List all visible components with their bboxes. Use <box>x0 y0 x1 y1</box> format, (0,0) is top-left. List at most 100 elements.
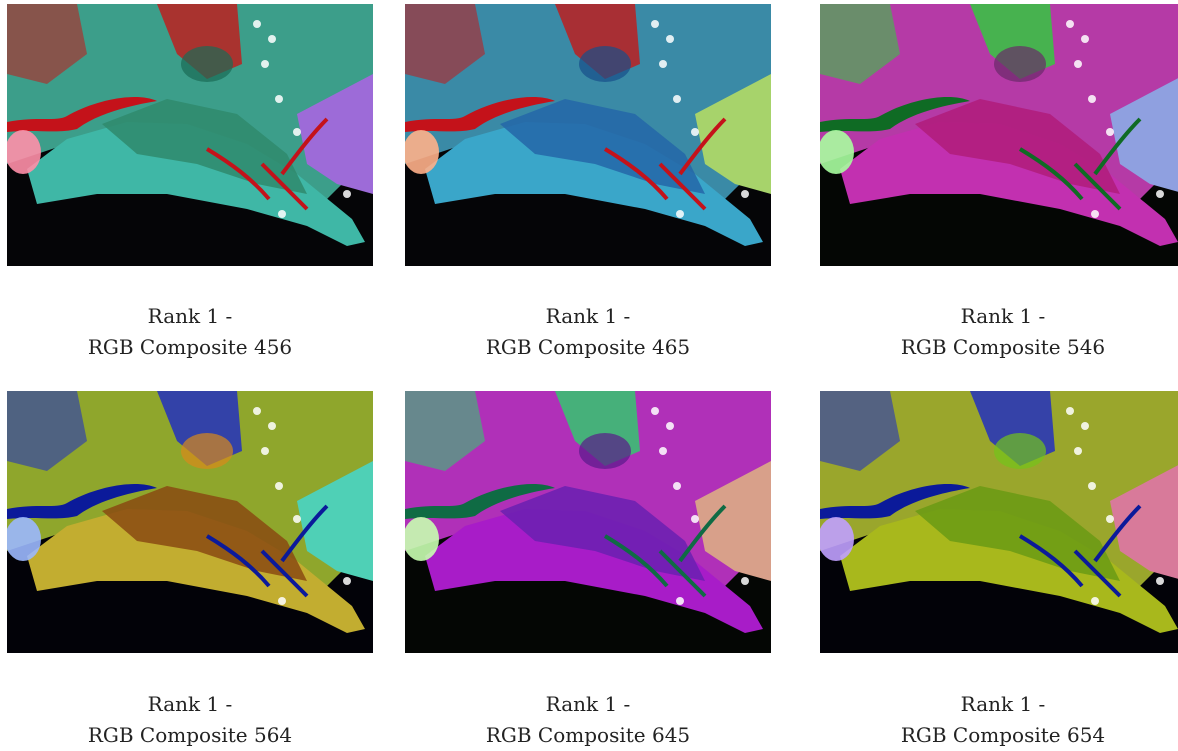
vegetation-patch <box>405 4 485 84</box>
cloud-spot <box>343 577 351 585</box>
satellite-image-654 <box>820 391 1178 653</box>
cloud-spot <box>1088 482 1096 490</box>
river-branches <box>205 504 329 598</box>
caption-546: Rank 1 - RGB Composite 546 <box>820 301 1178 363</box>
river-branches <box>1018 117 1142 211</box>
caption-line-rank: Rank 1 - <box>545 304 631 328</box>
cloud-spot <box>1156 577 1164 585</box>
lake-region <box>994 433 1046 469</box>
caption-line-composite: RGB Composite 564 <box>87 723 293 747</box>
cloud-spot <box>691 128 699 136</box>
caption-line-rank: Rank 1 - <box>545 692 631 716</box>
cloud-spot <box>741 577 749 585</box>
cloud-spot <box>1088 95 1096 103</box>
caption-line-rank: Rank 1 - <box>147 304 233 328</box>
cloud-spot <box>343 190 351 198</box>
cloud-spot <box>293 515 301 523</box>
cloud-spot <box>293 128 301 136</box>
cloud-spot <box>1081 422 1089 430</box>
panel-546: Rank 1 - RGB Composite 546 <box>820 4 1178 359</box>
river-channel <box>7 484 157 519</box>
caption-line-rank: Rank 1 - <box>147 692 233 716</box>
caption-line-composite: RGB Composite 456 <box>87 335 293 359</box>
river-channel <box>820 97 970 132</box>
lake-region <box>181 433 233 469</box>
vegetation-patch <box>7 391 87 471</box>
river-channel <box>405 97 555 132</box>
caption-line-rank: Rank 1 - <box>960 692 1046 716</box>
urban-region <box>695 74 771 194</box>
cloud-patch <box>7 517 41 561</box>
cloud-spot <box>741 190 749 198</box>
wetland-region <box>102 486 307 581</box>
caption-456: Rank 1 - RGB Composite 456 <box>7 301 373 363</box>
cloud-spot <box>691 515 699 523</box>
cloud-spot <box>659 447 667 455</box>
cloud-spot <box>673 482 681 490</box>
vegetation-patch <box>820 4 900 84</box>
cloud-spot <box>651 20 659 28</box>
cloud-spot <box>1091 597 1099 605</box>
caption-564: Rank 1 - RGB Composite 564 <box>7 689 373 751</box>
cloud-spot <box>1081 35 1089 43</box>
lake-region <box>181 46 233 82</box>
cloud-spot <box>253 20 261 28</box>
satellite-image-546 <box>820 4 1178 266</box>
caption-line-composite: RGB Composite 546 <box>900 335 1106 359</box>
lake-region <box>579 433 631 469</box>
cloud-patch <box>7 130 41 174</box>
caption-line-rank: Rank 1 - <box>960 304 1046 328</box>
cloud-spot <box>666 35 674 43</box>
cloud-spot <box>275 95 283 103</box>
panel-645: Rank 1 - RGB Composite 645 <box>405 391 785 747</box>
cloud-spot <box>268 35 276 43</box>
cloud-spot <box>268 422 276 430</box>
vegetation-patch <box>405 391 485 471</box>
panel-465: Rank 1 - RGB Composite 465 <box>405 4 785 359</box>
urban-region <box>297 461 373 581</box>
cloud-spot <box>676 597 684 605</box>
cloud-spot <box>1156 190 1164 198</box>
vegetation-patch <box>7 4 87 84</box>
cloud-spot <box>1106 128 1114 136</box>
urban-region <box>1110 78 1178 192</box>
vegetation-patch <box>820 391 900 471</box>
satellite-image-645 <box>405 391 771 653</box>
cloud-spot <box>659 60 667 68</box>
cloud-spot <box>651 407 659 415</box>
lake-region <box>994 46 1046 82</box>
satellite-image-564 <box>7 391 373 653</box>
caption-654: Rank 1 - RGB Composite 654 <box>820 689 1178 751</box>
cloud-patch <box>405 130 439 174</box>
cloud-spot <box>1066 20 1074 28</box>
panel-654: Rank 1 - RGB Composite 654 <box>820 391 1178 747</box>
cloud-spot <box>1074 447 1082 455</box>
satellite-image-465 <box>405 4 771 266</box>
wetland-region <box>915 99 1120 194</box>
urban-region <box>1110 465 1178 579</box>
caption-645: Rank 1 - RGB Composite 645 <box>405 689 771 751</box>
caption-465: Rank 1 - RGB Composite 465 <box>405 301 771 363</box>
panel-564: Rank 1 - RGB Composite 564 <box>7 391 387 747</box>
cloud-spot <box>673 95 681 103</box>
cloud-patch <box>820 130 854 174</box>
cloud-patch <box>405 517 439 561</box>
river-branches <box>603 117 727 211</box>
panel-456: Rank 1 - RGB Composite 456 <box>7 4 387 359</box>
wetland-region <box>915 486 1120 581</box>
river-branches <box>603 504 727 598</box>
cloud-spot <box>1074 60 1082 68</box>
cloud-spot <box>1091 210 1099 218</box>
river-channel <box>820 484 970 519</box>
cloud-spot <box>278 210 286 218</box>
caption-line-composite: RGB Composite 465 <box>485 335 691 359</box>
urban-region <box>297 74 373 194</box>
cloud-spot <box>261 447 269 455</box>
urban-region <box>695 461 771 581</box>
river-branches <box>1018 504 1142 598</box>
wetland-region <box>102 99 307 194</box>
wetland-region <box>500 486 705 581</box>
river-channel <box>7 97 157 132</box>
river-channel <box>405 484 555 519</box>
wetland-region <box>500 99 705 194</box>
